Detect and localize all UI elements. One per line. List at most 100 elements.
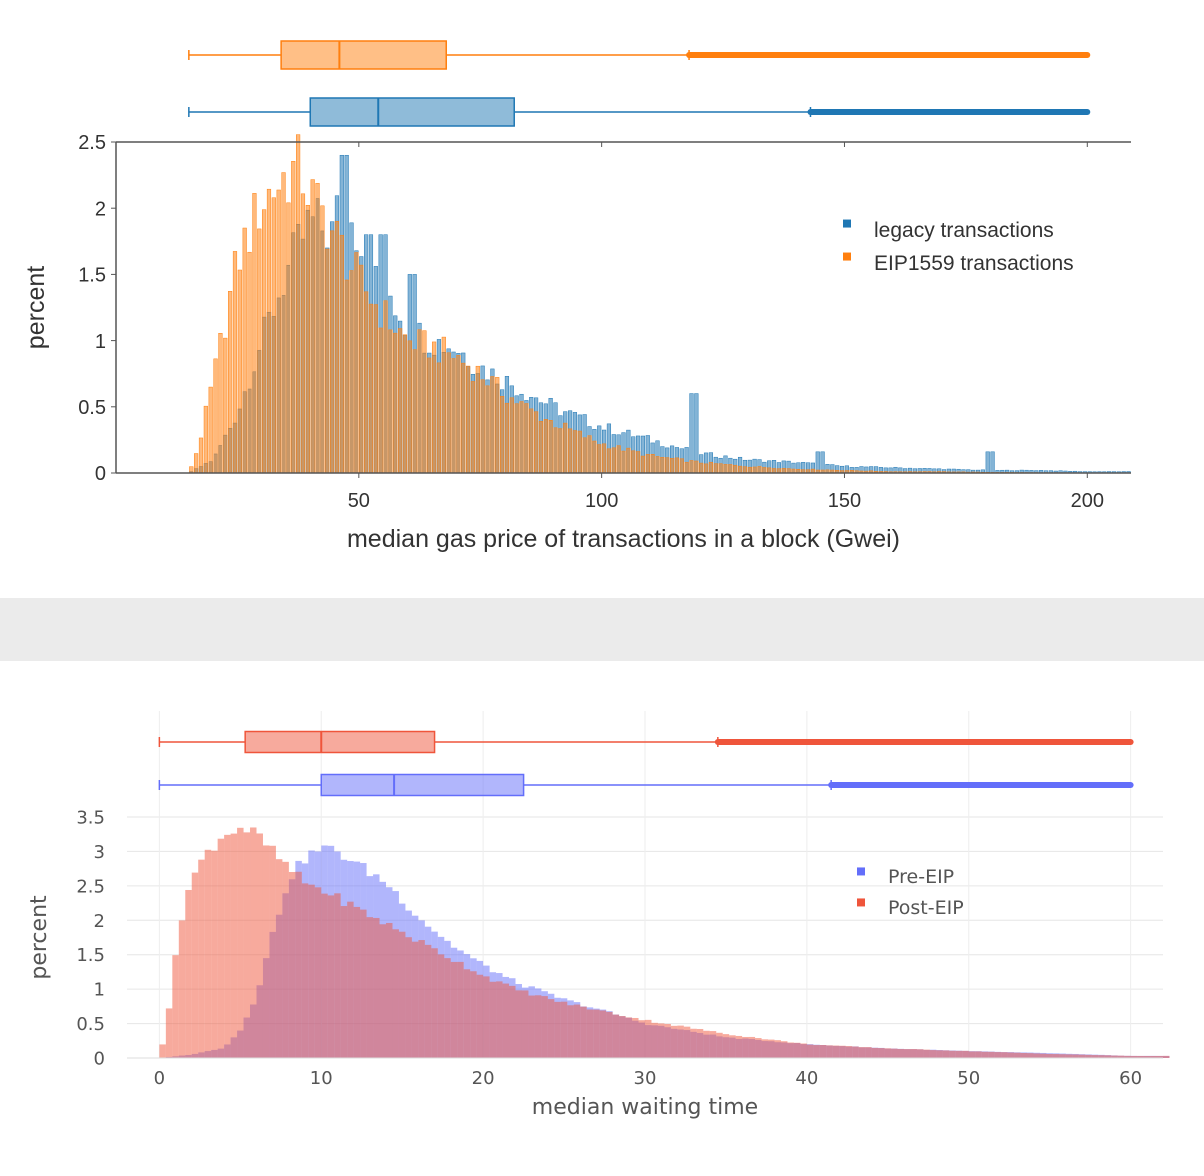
histogram-bar [502, 983, 510, 1058]
histogram-bar [480, 379, 485, 474]
histogram-bar [286, 202, 291, 474]
histogram-bar [237, 827, 244, 1058]
histogram-bar [572, 430, 578, 474]
box-iqr [309, 97, 515, 127]
histogram-bar [703, 463, 709, 474]
histogram-bar [563, 422, 568, 474]
histogram-bar [664, 1023, 671, 1058]
legend-label: EIP1559 transactions [874, 252, 1074, 275]
series-1-bars [159, 827, 1170, 1058]
histogram-bar [677, 1025, 684, 1058]
histogram-bar [716, 1032, 723, 1058]
chart-waiting-time-panel: 0 10 20 30 40 50 60 0 0.5 1 1.5 2 2.5 3 3.5 median wait… [0, 661, 1204, 1176]
histogram-bar [606, 1011, 613, 1058]
histogram-bar [1014, 1052, 1021, 1058]
histogram-bar [483, 976, 490, 1058]
histogram-bar [968, 1051, 976, 1058]
histogram-bar [832, 1045, 840, 1058]
histogram-bar [632, 1017, 639, 1058]
histogram-bar [418, 940, 425, 1058]
histogram-bar [990, 451, 995, 474]
histogram-bar [1027, 1053, 1034, 1058]
histogram-bar [282, 861, 289, 1058]
histogram-bar [718, 463, 723, 474]
histogram-bar [470, 971, 477, 1058]
histogram-bar [314, 887, 322, 1058]
histogram-bar [755, 1038, 762, 1058]
x-tick-label: 150 [828, 490, 861, 512]
box-iqr [280, 40, 447, 70]
histogram-bar [679, 458, 684, 474]
y-tick-label: 1 [94, 980, 105, 1001]
histogram-bar [975, 1051, 982, 1058]
histogram-bar [871, 1047, 879, 1058]
histogram-bar [534, 411, 539, 474]
histogram-bar [228, 291, 233, 474]
histogram-bar [291, 161, 296, 474]
histogram-bar [366, 917, 374, 1058]
histogram-bar [347, 901, 354, 1058]
histogram-bar [683, 1026, 691, 1058]
histogram-bar [768, 1039, 775, 1058]
histogram-bar [296, 134, 301, 474]
histogram-bar [266, 188, 272, 474]
histogram-bar [985, 451, 990, 474]
histogram-bar [737, 465, 743, 474]
histogram-bar [451, 358, 456, 474]
histogram-bar [560, 1001, 568, 1058]
histogram-bar [444, 958, 451, 1058]
histogram-bar [321, 893, 328, 1058]
histogram-bar [1156, 1055, 1163, 1058]
x-tick-label: 30 [634, 1068, 657, 1089]
histogram-bar [582, 437, 587, 474]
x-tick-label: 10 [310, 1068, 333, 1089]
histogram-bar [645, 1019, 652, 1058]
histogram-bar [1039, 1053, 1047, 1058]
histogram-bar [839, 1045, 846, 1058]
y-tick-label: 0.5 [76, 1014, 105, 1035]
histogram-bar [1072, 1054, 1079, 1058]
y-tick-label: 1 [95, 331, 106, 353]
histogram-bar [417, 329, 422, 474]
histogram-bar [942, 1050, 950, 1058]
y-tick-label: 0 [95, 463, 106, 485]
histogram-bar [398, 931, 406, 1058]
histogram-bar [757, 466, 762, 474]
histogram-bar [981, 1051, 989, 1058]
histogram-bar [310, 179, 315, 474]
histogram-bar [519, 401, 524, 474]
histogram-bar [398, 328, 403, 474]
histogram-bar [349, 270, 354, 474]
histogram-bar [411, 941, 419, 1058]
histogram-bar [949, 1050, 956, 1058]
histogram-bar [424, 944, 432, 1058]
histogram-bar [247, 251, 252, 474]
histogram-bar [761, 1039, 769, 1058]
histogram-bar [762, 467, 767, 474]
chart-gas-price-panel: 50 100 150 200 0 0.5 1 1.5 2 2.5 median gas price … [22, 40, 1131, 553]
legend-swatch [857, 898, 865, 907]
histogram-bar [674, 457, 679, 474]
histogram-bar [651, 1022, 658, 1058]
histogram-bar [431, 948, 438, 1058]
x-axis-title: median waiting time [532, 1095, 758, 1120]
y-tick-label: 3 [94, 842, 105, 863]
histogram-bar [344, 279, 349, 474]
chart-waiting-time: 0 10 20 30 40 50 60 0 0.5 1 1.5 2 2.5 3 3.5 median wait… [27, 711, 1170, 1120]
panel-separator [0, 598, 1204, 661]
histogram-bar [800, 1043, 807, 1058]
histogram-bar [232, 251, 238, 474]
histogram-bar [198, 437, 204, 474]
histogram-bar [553, 427, 558, 474]
histogram-bar [256, 833, 263, 1058]
histogram-bar [592, 440, 597, 474]
histogram-bar [742, 466, 747, 474]
histogram-bar [728, 464, 733, 474]
histogram-bar [275, 859, 283, 1058]
histogram-bar [524, 403, 529, 474]
histogram-bar [325, 248, 330, 474]
histogram-bar [224, 834, 231, 1058]
histogram-bar [250, 827, 257, 1058]
histogram-bar [752, 466, 757, 474]
histogram-bar [640, 455, 646, 474]
